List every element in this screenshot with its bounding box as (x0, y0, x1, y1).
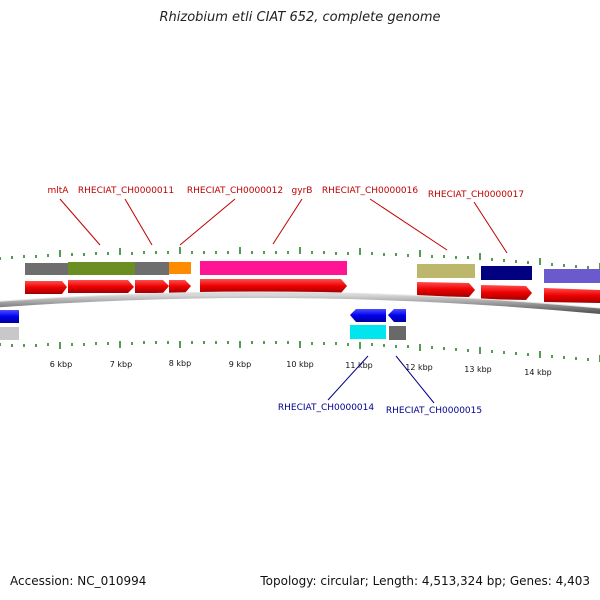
upper-tick-row (0, 247, 600, 270)
gene-label-ch0000011[interactable]: RHECIAT_CH0000011 (78, 186, 174, 196)
cds-arrow[interactable] (200, 279, 347, 293)
map-title: Rhizobium etli CIAT 652, complete genome (159, 10, 441, 25)
cds-arrow[interactable] (350, 309, 386, 322)
gene-box-mlta[interactable] (68, 262, 135, 275)
tick-label: 12 kbp (405, 363, 433, 372)
gene-label-mlta[interactable]: mltA (48, 186, 70, 196)
gene-label-gyrb[interactable]: gyrB (292, 186, 313, 196)
cds-arrow[interactable] (481, 285, 532, 300)
tick-label: 8 kbp (169, 359, 191, 368)
gene-label-ch0000014[interactable]: RHECIAT_CH0000014 (278, 403, 375, 413)
accession-text: Accession: NC_010994 (10, 574, 147, 588)
forward-gene-labels (59, 198, 508, 254)
cds-arrow[interactable] (388, 309, 406, 322)
gene-box-orange[interactable] (169, 262, 191, 274)
forward-feature-track (25, 261, 600, 283)
cds-arrow[interactable] (169, 280, 191, 293)
gene-box-gray-2[interactable] (135, 262, 169, 275)
gene-box-gyrb[interactable] (200, 261, 347, 275)
gene-label-ch0000016[interactable]: RHECIAT_CH0000016 (322, 186, 419, 196)
lower-tick-row (0, 341, 600, 362)
gene-label-ch0000015[interactable]: RHECIAT_CH0000015 (386, 406, 482, 416)
genome-summary-text: Topology: circular; Length: 4,513,324 bp… (260, 574, 590, 588)
tick-label: 13 kbp (464, 365, 492, 374)
genome-backbone (0, 292, 600, 315)
reverse-gene-labels (327, 355, 435, 404)
tick-label: 7 kbp (110, 360, 132, 369)
gene-box-khaki[interactable] (417, 264, 475, 278)
gene-box-dimgray[interactable] (389, 326, 406, 340)
reverse-cds-track (0, 309, 406, 323)
gene-label-ch0000012[interactable]: RHECIAT_CH0000012 (187, 186, 283, 196)
forward-cds-track (25, 279, 600, 303)
cds-arrow[interactable] (417, 282, 475, 297)
reverse-feature-track (0, 325, 406, 340)
gene-box-navy[interactable] (481, 266, 532, 280)
tick-label: 6 kbp (50, 360, 72, 369)
cds-arrow[interactable] (68, 280, 134, 293)
tick-label: 10 kbp (286, 360, 314, 369)
tick-label: 14 kbp (524, 368, 552, 377)
gene-label-ch0000017[interactable]: RHECIAT_CH0000017 (428, 190, 524, 200)
gene-box-gray-1[interactable] (25, 263, 68, 275)
cds-arrow[interactable] (0, 310, 19, 323)
gene-box-slateblue[interactable] (544, 269, 600, 283)
cds-arrow[interactable] (135, 280, 169, 293)
cds-arrow[interactable] (544, 288, 600, 303)
gene-box-silver[interactable] (0, 327, 19, 340)
cds-arrow[interactable] (25, 281, 67, 294)
kbp-tick-labels: 6 kbp 7 kbp 8 kbp 9 kbp 10 kbp 11 kbp 12… (50, 359, 552, 377)
tick-label: 9 kbp (229, 360, 251, 369)
gene-box-cyan[interactable] (350, 325, 386, 339)
